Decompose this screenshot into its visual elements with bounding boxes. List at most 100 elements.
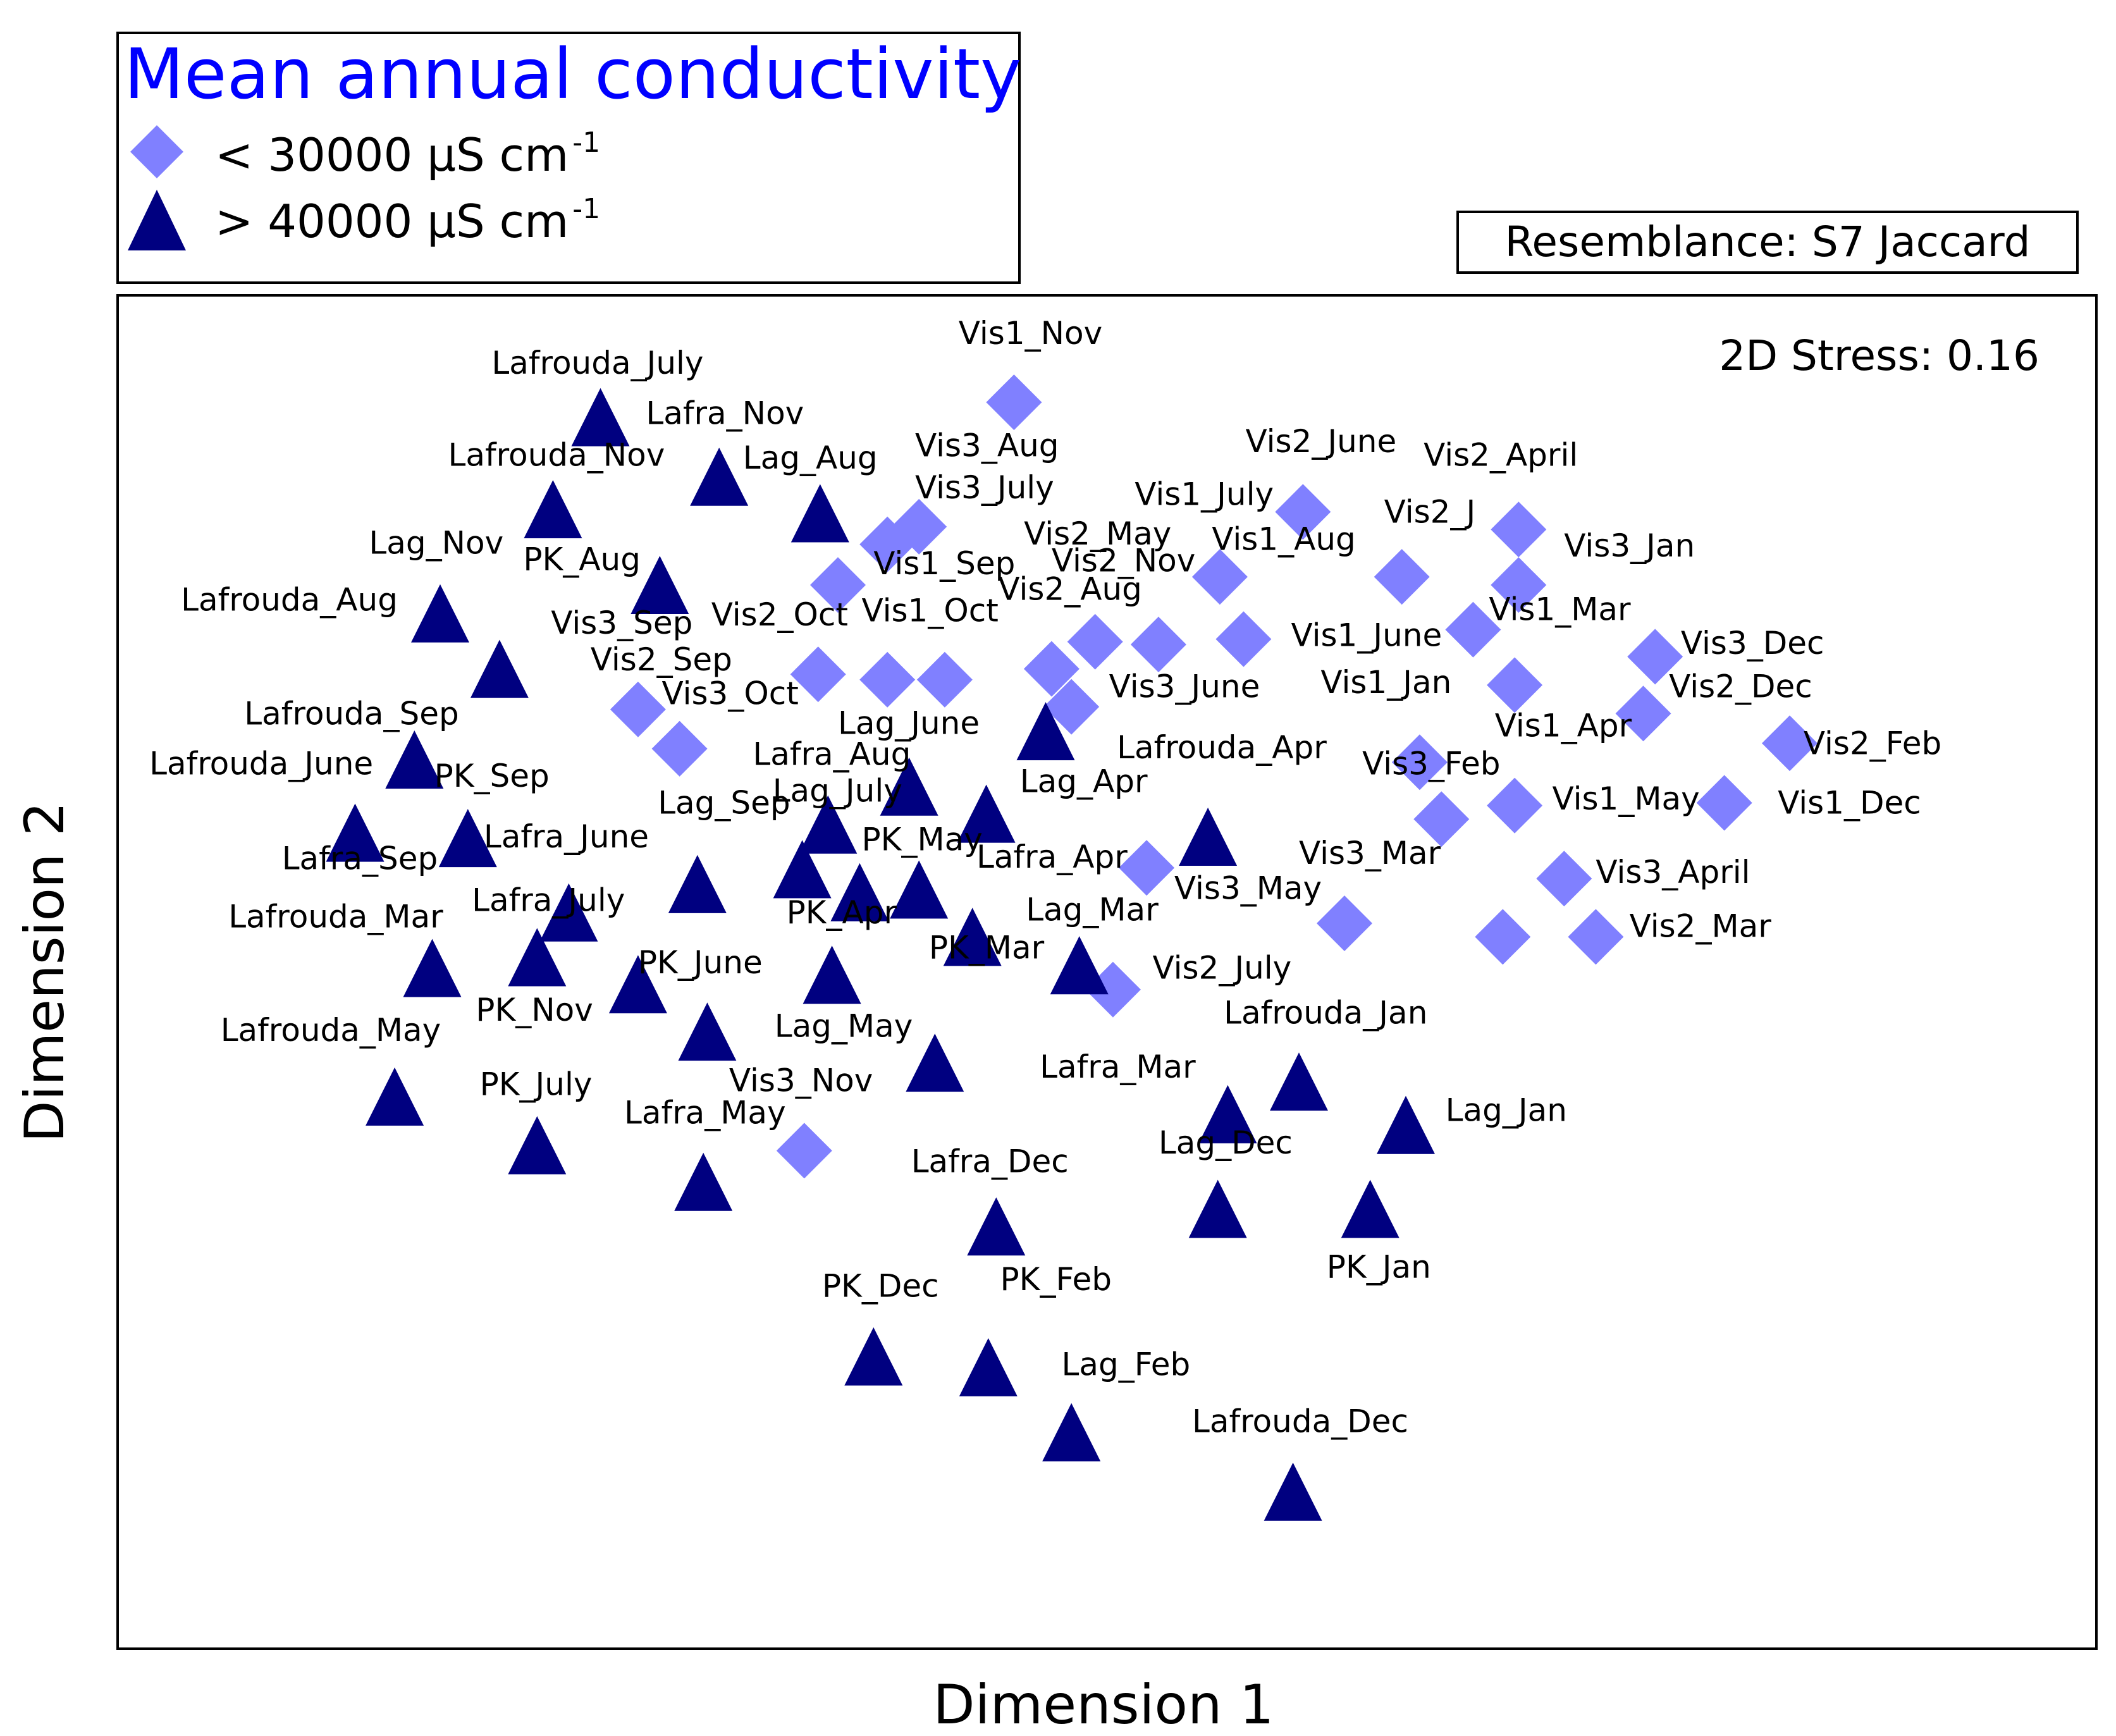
diamond-point: [1475, 909, 1531, 965]
point-label: Vis2_Aug: [998, 571, 1142, 608]
point-label: Vis3_Nov: [729, 1062, 873, 1099]
x-axis-title: Dimension 1: [933, 1673, 1274, 1736]
legend-entry-diamond-sup: -1: [572, 126, 600, 159]
diamond-point: [776, 1123, 832, 1179]
point-label: PK_Apr: [787, 894, 897, 931]
legend-diamond-marker: [130, 125, 183, 178]
point-label: Vis3_April: [1596, 854, 1750, 890]
point-label: Vis1_Aug: [1212, 520, 1356, 557]
triangle-point: [1270, 1052, 1328, 1111]
point-label: Vis3_Jan: [1564, 527, 1695, 564]
point-label: Lag_Apr: [1020, 763, 1148, 799]
triangle-point: [608, 955, 667, 1014]
point-label: Lag_Aug: [743, 440, 878, 476]
diamond-point: [790, 646, 846, 703]
triangle-point: [1377, 1095, 1435, 1154]
point-label: Vis1_May: [1553, 780, 1700, 817]
triangle-point: [668, 854, 727, 913]
diamond-point: [1374, 549, 1430, 605]
point-label: Vis1_Dec: [1778, 785, 1921, 822]
diamond-point: [1445, 601, 1501, 658]
triangle-point: [470, 639, 529, 698]
point-label: Vis3_Dec: [1681, 625, 1824, 662]
triangle-point: [508, 1116, 567, 1174]
triangle-point: [1198, 1085, 1257, 1143]
triangle-point: [799, 795, 858, 854]
point-label: Vis1_Oct: [862, 593, 999, 629]
point-label: Lafra_June: [484, 818, 649, 855]
plot-frame: [116, 294, 2098, 1650]
triangle-point: [906, 1033, 964, 1092]
y-axis-title: Dimension 2: [13, 801, 77, 1142]
diamond-point: [651, 720, 708, 777]
triangle-point: [508, 928, 567, 987]
triangle-point: [1016, 702, 1075, 761]
point-label: Lafra_Mar: [1040, 1049, 1196, 1085]
diamond-point: [1615, 686, 1671, 742]
triangle-point: [880, 757, 938, 816]
diamond-point: [1568, 909, 1624, 965]
diamond-point: [1487, 657, 1543, 713]
point-label: PK_Mar: [929, 930, 1045, 966]
point-label: Lafrouda_Jan: [1224, 994, 1427, 1031]
triangle-point: [571, 388, 630, 446]
point-label: PK_Dec: [822, 1268, 939, 1305]
triangle-point: [326, 803, 384, 862]
point-label: Lafrouda_Sep: [244, 695, 458, 732]
point-label: Lafrouda_June: [149, 746, 373, 782]
point-label: PK_Aug: [523, 541, 641, 577]
resemblance-label: Resemblance: S7 Jaccard: [1504, 218, 2030, 266]
point-label: Lag_June: [838, 705, 980, 741]
point-label: Vis1_June: [1291, 617, 1442, 653]
triangle-point: [438, 809, 497, 868]
point-label: PK_June: [638, 944, 763, 981]
point-label: Lag_Jan: [1446, 1092, 1567, 1128]
point-label: Vis2_Nov: [1052, 543, 1195, 579]
legend-entry-triangle: > 40000 µS cm: [215, 195, 569, 248]
point-label: Lafrouda_July: [491, 345, 703, 381]
diamond-point: [916, 651, 973, 708]
diamond-point: [1191, 549, 1248, 605]
point-label: Lag_May: [775, 1008, 913, 1045]
point-label: Vis3_Mar: [1299, 835, 1441, 871]
point-label: Vis2_Sep: [591, 641, 732, 678]
point-label: Vis2_Mar: [1630, 908, 1772, 944]
triangle-point: [678, 1002, 737, 1061]
point-label: Vis2_Dec: [1669, 668, 1812, 705]
point-label: PK_Nov: [476, 992, 593, 1028]
legend-entry-triangle-sup: -1: [572, 193, 600, 225]
triangle-point: [790, 484, 849, 543]
point-label: Lafrouda_May: [221, 1012, 441, 1049]
triangle-point: [411, 584, 469, 643]
triangle-point: [674, 1152, 733, 1211]
diamond-point: [1491, 502, 1547, 558]
point-label: Vis1_Sep: [873, 545, 1015, 582]
diamond-point: [1043, 679, 1100, 735]
labels-layer: Vis1_Nov Vis3_Aug Vis3_July Vis2_June Vis2_A…: [149, 315, 1941, 1440]
point-label: Vis3_Aug: [915, 428, 1059, 464]
point-label: Vis2_Oct: [711, 596, 848, 633]
triangle-point: [385, 730, 444, 789]
diamond-point: [1275, 484, 1331, 540]
point-label: Lafrouda_Aug: [181, 582, 398, 619]
point-label: Lafrouda_Mar: [228, 898, 443, 935]
point-label: Vis3_July: [915, 469, 1054, 506]
triangle-point: [830, 863, 889, 921]
triangle-point: [890, 860, 949, 919]
diamond-point: [891, 498, 947, 555]
triangle-point: [366, 1067, 424, 1126]
point-label: Vis2_July: [1153, 950, 1292, 987]
diamond-point: [1487, 777, 1543, 834]
point-label: Vis1_July: [1135, 476, 1274, 513]
point-label: Vis2_April: [1424, 437, 1578, 474]
legend-entry-diamond: < 30000 µS cm: [215, 128, 569, 182]
triangle-point: [943, 908, 1002, 966]
point-label: Lafra_May: [624, 1095, 786, 1131]
point-label: Lag_Mar: [1026, 892, 1159, 928]
legend-title: Mean annual conductivity: [124, 34, 1021, 114]
point-label: Lag_Sep: [658, 785, 790, 822]
triangle-point: [403, 939, 462, 997]
diamond-point: [1413, 791, 1470, 847]
diamond-point: [986, 374, 1042, 431]
